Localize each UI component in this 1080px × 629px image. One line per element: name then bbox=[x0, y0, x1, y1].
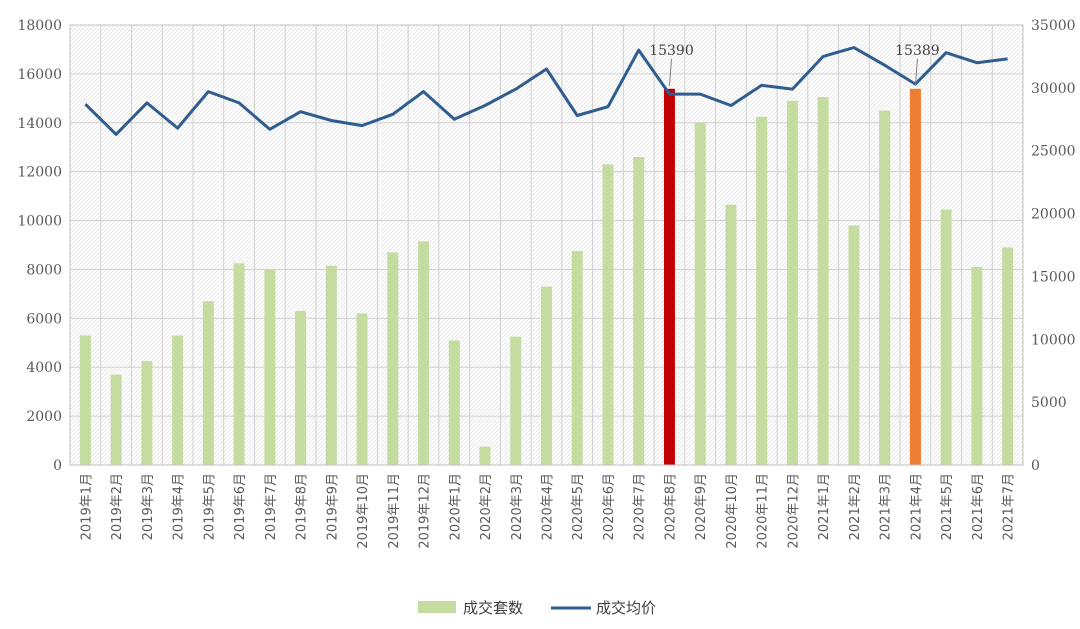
x-tick-label: 2019年11月 bbox=[387, 473, 402, 549]
y-right-tick-label: 0 bbox=[1031, 458, 1040, 474]
y-right-tick-label: 30000 bbox=[1031, 81, 1076, 97]
x-tick-label: 2020年9月 bbox=[694, 473, 709, 540]
legend: 成交套数 成交均价 bbox=[418, 599, 656, 617]
x-tick-label: 2020年3月 bbox=[510, 473, 525, 540]
y-left-tick-label: 2000 bbox=[26, 409, 62, 425]
line-series bbox=[84, 46, 1008, 136]
bar-2020年11月 bbox=[756, 116, 768, 466]
bar-2020年12月 bbox=[786, 100, 798, 466]
x-tick-label: 2019年9月 bbox=[325, 473, 340, 540]
y-right-tick-label: 5000 bbox=[1031, 395, 1067, 411]
x-tick-label: 2020年7月 bbox=[633, 473, 648, 540]
bar-2020年7月 bbox=[633, 157, 645, 465]
x-tick-label: 2019年4月 bbox=[172, 473, 187, 540]
y-right-tick-label: 15000 bbox=[1031, 269, 1076, 285]
bar-2020年4月 bbox=[541, 286, 552, 465]
y-left-tick-label: 8000 bbox=[26, 262, 62, 278]
y-left-tick-label: 12000 bbox=[17, 165, 62, 181]
x-tick-label: 2021年6月 bbox=[971, 473, 986, 540]
y-left-tick-label: 16000 bbox=[17, 67, 62, 83]
x-tick-label: 2020年12月 bbox=[786, 473, 801, 549]
x-tick-label: 2019年2月 bbox=[110, 473, 125, 540]
y-left-tick-label: 4000 bbox=[26, 360, 62, 376]
bar-2020年1月 bbox=[448, 340, 460, 465]
plot-border bbox=[69, 24, 1024, 466]
legend-swatch bbox=[418, 601, 456, 613]
bar-2020年6月 bbox=[602, 164, 614, 466]
x-tick-label: 2019年8月 bbox=[295, 473, 310, 540]
bar-2020年8月 bbox=[663, 88, 675, 466]
bar-2021年5月 bbox=[940, 209, 952, 465]
y-left-tick-label: 10000 bbox=[17, 214, 62, 230]
y-left-tick-label: 18000 bbox=[17, 18, 62, 34]
x-tick-label: 2020年6月 bbox=[602, 473, 617, 540]
bar-2019年11月 bbox=[387, 252, 399, 465]
x-tick-label: 2020年5月 bbox=[571, 473, 586, 540]
x-tick-label: 2021年4月 bbox=[909, 473, 924, 540]
y-right-tick-label: 20000 bbox=[1031, 207, 1076, 223]
y-left-tick-label: 14000 bbox=[17, 116, 62, 132]
x-tick-label: 2019年10月 bbox=[356, 473, 371, 549]
y-right-tick-label: 25000 bbox=[1031, 144, 1076, 160]
bar-2021年1月 bbox=[817, 97, 829, 465]
y-right-tick-label: 10000 bbox=[1031, 332, 1076, 348]
line-成交均价 bbox=[84, 46, 1008, 136]
data-label-leader bbox=[668, 58, 672, 86]
bar-2019年7月 bbox=[264, 269, 276, 465]
bar-2019年5月 bbox=[202, 301, 214, 465]
bar-2019年4月 bbox=[172, 335, 184, 465]
legend-label: 成交均价 bbox=[596, 599, 656, 617]
legend-item: 成交均价 bbox=[551, 599, 656, 617]
data-label: 15389 bbox=[895, 43, 940, 59]
x-tick-label: 2020年1月 bbox=[448, 473, 463, 540]
x-tick-label: 2019年12月 bbox=[418, 473, 433, 549]
bar-2019年8月 bbox=[295, 311, 307, 465]
x-tick-label: 2021年2月 bbox=[848, 473, 863, 540]
x-tick-label: 2021年1月 bbox=[817, 473, 832, 540]
data-label: 15390 bbox=[649, 43, 694, 59]
legend-item: 成交套数 bbox=[418, 599, 523, 617]
x-tick-label: 2019年7月 bbox=[264, 473, 279, 540]
bar-2021年7月 bbox=[1002, 247, 1014, 465]
bar-2019年12月 bbox=[418, 241, 430, 465]
bar-2019年3月 bbox=[141, 361, 153, 465]
bar-2020年10月 bbox=[725, 204, 737, 465]
data-labels: 15390 15389 bbox=[649, 43, 940, 86]
bar-2019年2月 bbox=[110, 374, 122, 465]
y-left-tick-label: 0 bbox=[53, 458, 62, 474]
x-tick-label: 2019年5月 bbox=[202, 473, 217, 540]
data-label-leader bbox=[914, 58, 918, 86]
bar-2021年2月 bbox=[848, 225, 860, 465]
bar-2020年5月 bbox=[571, 251, 583, 465]
x-tick-label: 2019年1月 bbox=[79, 473, 94, 540]
bar-2019年1月 bbox=[79, 335, 91, 465]
x-tick-label: 2020年2月 bbox=[479, 473, 494, 540]
bar-2019年9月 bbox=[325, 265, 337, 465]
x-tick-label: 2020年11月 bbox=[756, 473, 771, 549]
bar-2019年6月 bbox=[233, 263, 245, 465]
axes: 0 2000 4000 6000 8000 10000 12000 14000 16000 180… bbox=[17, 18, 1075, 549]
bar-2021年4月 bbox=[909, 88, 921, 465]
x-tick-label: 2021年5月 bbox=[940, 473, 955, 540]
y-left-tick-label: 6000 bbox=[26, 311, 62, 327]
bar-series bbox=[79, 88, 1014, 466]
bar-2020年3月 bbox=[510, 336, 522, 465]
bar-2021年6月 bbox=[971, 267, 983, 465]
bar-2019年10月 bbox=[356, 313, 368, 465]
x-tick-label: 2020年8月 bbox=[663, 473, 678, 540]
x-tick-label: 2021年7月 bbox=[1002, 473, 1017, 540]
x-tick-label: 2020年4月 bbox=[541, 473, 556, 540]
x-tick-label: 2019年3月 bbox=[141, 473, 156, 540]
x-tick-label: 2019年6月 bbox=[233, 473, 248, 540]
legend-label: 成交套数 bbox=[463, 599, 523, 617]
x-tick-label: 2020年10月 bbox=[725, 473, 740, 549]
y-right-tick-label: 35000 bbox=[1031, 18, 1076, 34]
bar-2020年9月 bbox=[694, 122, 706, 466]
bar-2021年3月 bbox=[879, 110, 891, 466]
x-tick-label: 2021年3月 bbox=[879, 473, 894, 540]
bar-2020年2月 bbox=[479, 446, 491, 465]
